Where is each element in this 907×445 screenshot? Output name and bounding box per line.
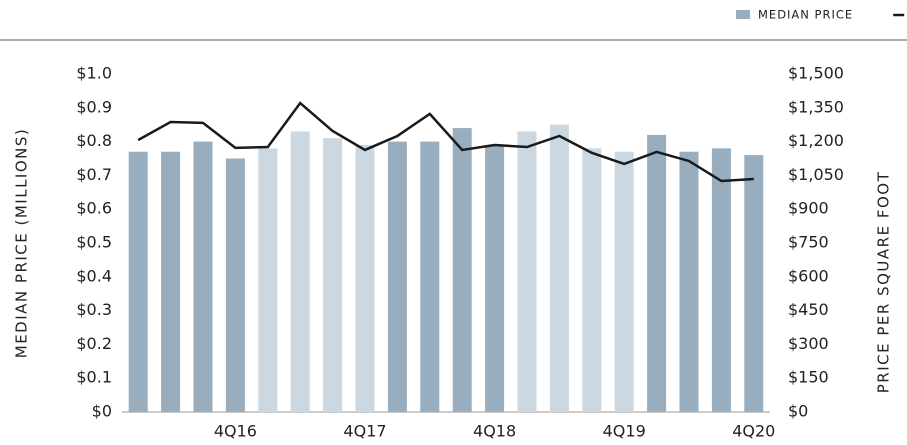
y2-tick-label: $0 [788, 402, 808, 421]
bar [355, 144, 375, 413]
bar [614, 151, 634, 413]
y2-tick-label: $1,200 [788, 131, 844, 150]
ppsf-line [137, 101, 754, 183]
y2-tick-label: $300 [788, 334, 829, 353]
y2-axis-label: PRICE PER SQUARE FOOT [875, 171, 893, 393]
y2-tick-label: $150 [788, 368, 829, 387]
y2-tick-label: $750 [788, 233, 829, 252]
y-tick-label: $1.0 [76, 64, 112, 83]
y-tick-label: $0.4 [76, 266, 112, 285]
bar [485, 144, 505, 413]
x-tick-label: 4Q16 [214, 422, 257, 441]
y2-tick-label: $1,050 [788, 165, 844, 184]
bar [161, 151, 181, 413]
y-tick-label: $0.9 [76, 97, 112, 116]
bar [387, 141, 407, 412]
y-tick-label: $0.8 [76, 131, 112, 150]
y2-tick-label: $1,500 [788, 64, 844, 83]
bar [517, 131, 537, 412]
y-tick-label: $0 [92, 402, 112, 421]
bar [128, 151, 148, 413]
bar [744, 155, 764, 412]
y-tick-label: $0.7 [76, 165, 112, 184]
y2-tick-label: $1,350 [788, 97, 844, 116]
bar [679, 151, 699, 413]
bar [193, 141, 213, 412]
x-tick-label: 4Q18 [473, 422, 516, 441]
y-tick-label: $0.1 [76, 368, 112, 387]
bar [225, 158, 245, 412]
bar [647, 134, 667, 412]
y2-tick-label: $600 [788, 266, 829, 285]
bar [290, 131, 310, 412]
bar [323, 138, 343, 412]
bar [711, 148, 731, 413]
y-tick-label: $0.3 [76, 300, 112, 319]
y-tick-label: $0.6 [76, 199, 112, 218]
bar [258, 148, 278, 413]
legend-swatch [736, 10, 750, 19]
x-tick-label: 4Q19 [603, 422, 646, 441]
y2-tick-label: $900 [788, 199, 829, 218]
x-tick-label: 4Q17 [343, 422, 386, 441]
y2-tick-label: $450 [788, 300, 829, 319]
bar [549, 124, 569, 412]
legend-label: MEDIAN PRICE [758, 8, 853, 22]
y-axis-label: MEDIAN PRICE (MILLIONS) [13, 128, 31, 359]
x-tick-label: 4Q20 [732, 422, 775, 441]
bar [452, 128, 472, 412]
bar [420, 141, 440, 412]
y-tick-label: $0.5 [76, 233, 112, 252]
y-tick-label: $0.2 [76, 334, 112, 353]
bar [582, 148, 602, 413]
